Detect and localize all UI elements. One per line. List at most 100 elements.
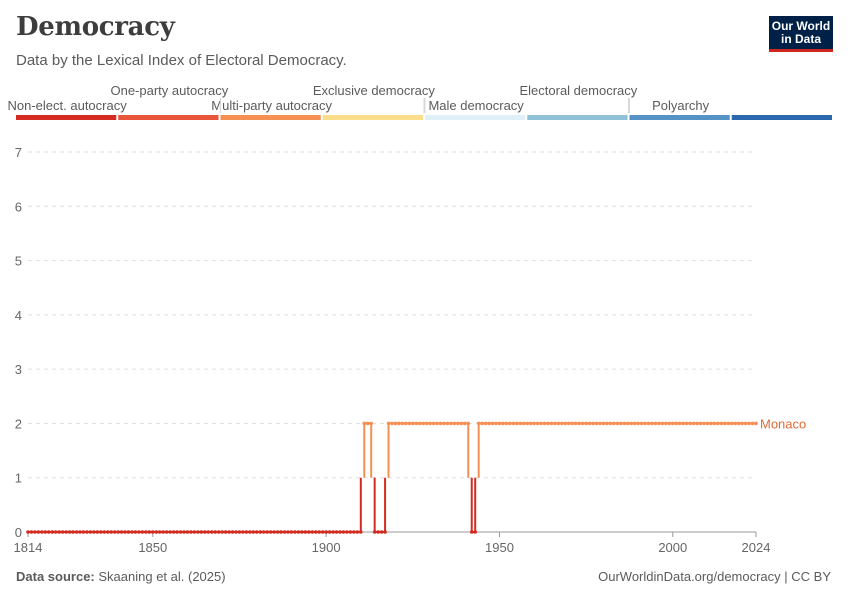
y-tick-label: 4 bbox=[15, 308, 22, 323]
series-point bbox=[546, 421, 550, 426]
series-point bbox=[331, 530, 335, 534]
series-point bbox=[535, 421, 540, 426]
series-point bbox=[144, 530, 148, 534]
data-source-label: Data source: bbox=[16, 569, 95, 584]
legend-label: Multi-party autocracy bbox=[211, 98, 332, 113]
series-point bbox=[334, 530, 339, 534]
series-point bbox=[421, 421, 426, 426]
series-point bbox=[286, 530, 290, 534]
series-point bbox=[296, 530, 301, 534]
series-point bbox=[244, 530, 249, 534]
series-point bbox=[362, 421, 367, 426]
series-point bbox=[64, 530, 68, 534]
series-point bbox=[463, 421, 467, 426]
series-point bbox=[74, 530, 79, 534]
chart-title: Democracy bbox=[16, 12, 175, 42]
x-tick-label: 1814 bbox=[14, 540, 43, 555]
series-point bbox=[438, 421, 443, 426]
data-source-text: Skaaning et al. (2025) bbox=[98, 569, 226, 584]
series-point bbox=[57, 530, 61, 534]
series-point bbox=[310, 530, 315, 534]
series-point bbox=[553, 421, 557, 426]
series-point bbox=[414, 421, 419, 426]
series-point bbox=[587, 421, 592, 426]
series-point bbox=[81, 530, 86, 534]
series-point bbox=[199, 530, 204, 534]
series-point bbox=[33, 530, 37, 534]
series-point bbox=[577, 421, 581, 426]
credit-link[interactable]: OurWorldinData.org/democracy | CC BY bbox=[598, 569, 831, 584]
legend-label: Exclusive democracy bbox=[313, 83, 436, 98]
series-point bbox=[147, 530, 152, 534]
series-point bbox=[345, 530, 349, 534]
series-point bbox=[584, 421, 588, 426]
y-tick-label: 5 bbox=[15, 254, 22, 269]
series-point bbox=[206, 530, 211, 534]
series-point bbox=[234, 530, 238, 534]
series-point bbox=[650, 421, 654, 426]
series-point bbox=[348, 530, 353, 534]
series-point bbox=[105, 530, 110, 534]
series-point bbox=[171, 530, 176, 534]
series-point bbox=[452, 421, 457, 426]
series-point bbox=[619, 421, 623, 426]
series-point bbox=[518, 421, 523, 426]
series-point bbox=[674, 421, 679, 426]
series-point bbox=[736, 421, 741, 426]
series-point bbox=[660, 421, 665, 426]
data-source: Data source: Skaaning et al. (2025) bbox=[16, 569, 226, 584]
x-tick-label: 1900 bbox=[312, 540, 341, 555]
series-point bbox=[92, 530, 96, 534]
series-point bbox=[71, 530, 75, 534]
series-point bbox=[275, 530, 280, 534]
series-point bbox=[729, 421, 734, 426]
y-tick-label: 3 bbox=[15, 362, 22, 377]
series-point bbox=[47, 530, 51, 534]
series-point bbox=[261, 530, 266, 534]
series-point bbox=[324, 530, 328, 534]
series-point bbox=[327, 530, 332, 534]
series-point bbox=[365, 421, 370, 426]
series-point bbox=[726, 421, 731, 426]
series-point bbox=[369, 421, 374, 426]
series-point bbox=[258, 530, 263, 534]
series-point bbox=[67, 530, 72, 534]
series-point bbox=[185, 530, 190, 534]
series-point bbox=[289, 530, 294, 534]
series-point bbox=[622, 421, 627, 426]
series-point bbox=[216, 530, 221, 534]
series-point bbox=[542, 421, 547, 426]
legend-swatch bbox=[731, 115, 832, 120]
series-point bbox=[279, 530, 283, 534]
series-point bbox=[695, 421, 699, 426]
series-point bbox=[112, 530, 117, 534]
legend-label: Male democracy bbox=[428, 98, 524, 113]
legend-swatch bbox=[322, 115, 423, 120]
series-point bbox=[428, 421, 432, 426]
legend-label: One-party autocracy bbox=[110, 83, 228, 98]
series-point bbox=[723, 421, 727, 426]
series-point bbox=[376, 530, 380, 534]
series-point bbox=[698, 421, 703, 426]
series-point bbox=[653, 421, 658, 426]
series-point bbox=[573, 421, 578, 426]
owid-logo[interactable]: Our World in Data bbox=[769, 16, 833, 52]
series-point bbox=[424, 421, 429, 426]
series-point bbox=[501, 421, 505, 426]
series-point bbox=[411, 421, 415, 426]
series-point bbox=[272, 530, 276, 534]
series-point bbox=[490, 421, 495, 426]
series-label: Monaco bbox=[760, 416, 806, 431]
series-point bbox=[116, 530, 120, 534]
series-point bbox=[227, 530, 231, 534]
series-point bbox=[130, 530, 134, 534]
series-point bbox=[601, 421, 606, 426]
series-point bbox=[237, 530, 242, 534]
x-tick-label: 2000 bbox=[658, 540, 687, 555]
series-point bbox=[750, 421, 755, 426]
series-point bbox=[248, 530, 252, 534]
legend-label: Electoral democracy bbox=[519, 83, 637, 98]
series-point bbox=[379, 530, 384, 534]
series-point bbox=[137, 530, 141, 534]
series-point bbox=[705, 421, 710, 426]
